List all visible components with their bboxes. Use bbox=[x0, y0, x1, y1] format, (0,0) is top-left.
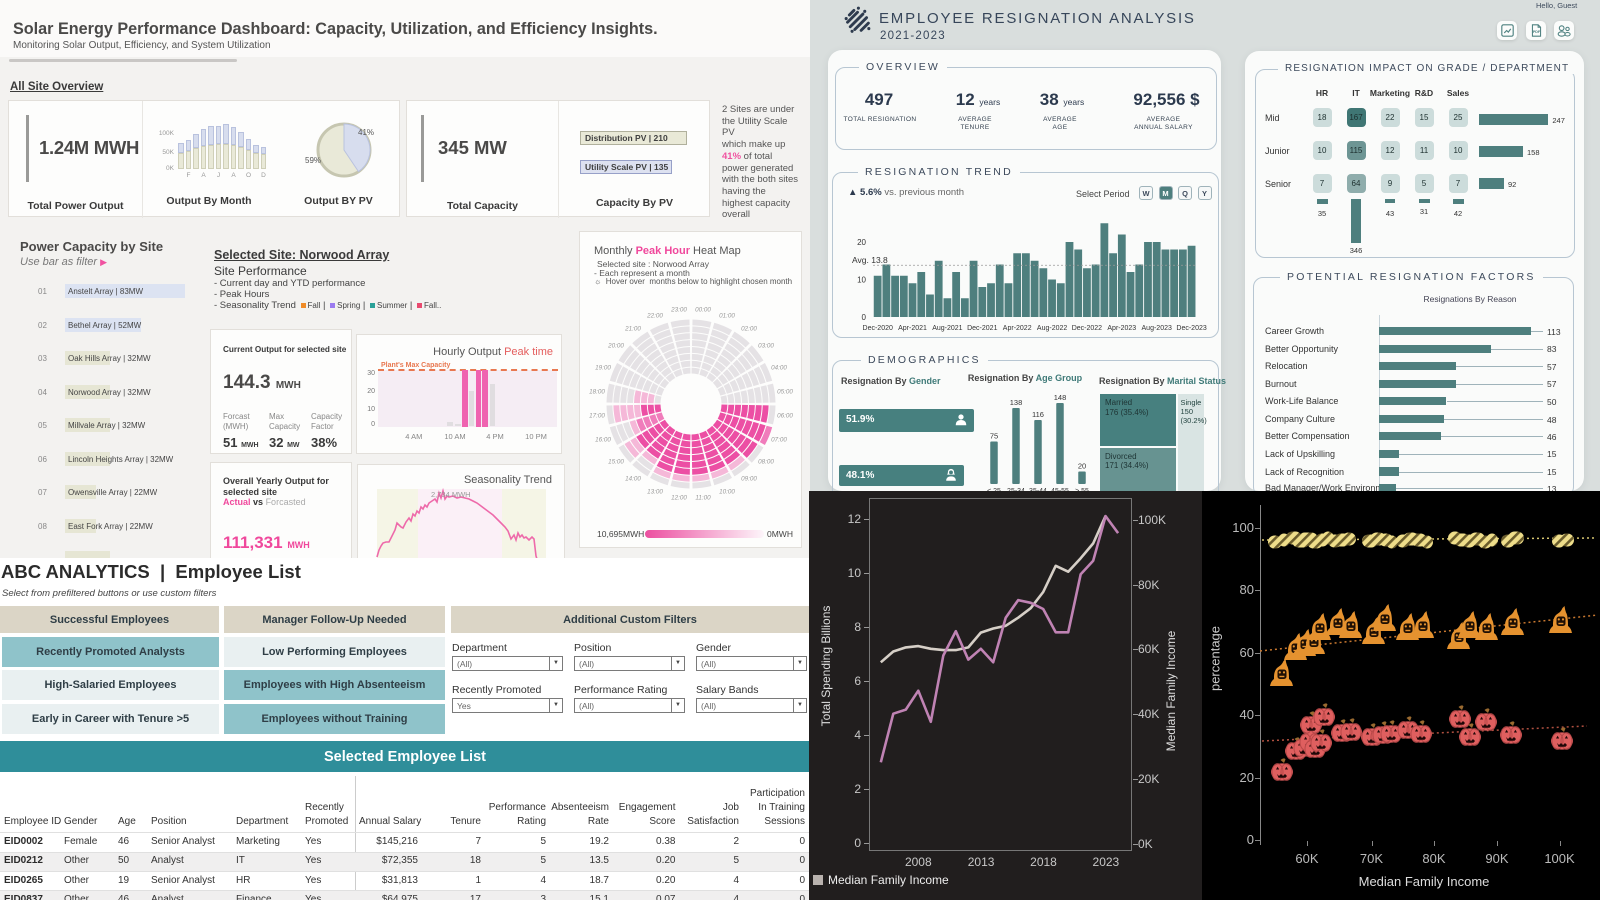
svg-text:Apr-2022: Apr-2022 bbox=[1003, 325, 1032, 332]
svg-text:17:00: 17:00 bbox=[589, 413, 605, 420]
svg-text:00:00: 00:00 bbox=[695, 307, 711, 314]
svg-text:138: 138 bbox=[1010, 398, 1023, 407]
svg-text:> 55: > 55 bbox=[1075, 488, 1089, 491]
svg-text:18:00: 18:00 bbox=[589, 389, 605, 396]
svg-text:08:00: 08:00 bbox=[758, 459, 774, 466]
svg-text:Apr-2021: Apr-2021 bbox=[898, 325, 927, 332]
svg-text:22:00: 22:00 bbox=[646, 313, 663, 320]
svg-text:< 25: < 25 bbox=[987, 488, 1001, 491]
svg-text:01:00: 01:00 bbox=[719, 313, 735, 320]
svg-text:04:00: 04:00 bbox=[771, 365, 787, 372]
svg-text:Aug-2022: Aug-2022 bbox=[1037, 325, 1067, 332]
svg-text:45-55: 45-55 bbox=[1051, 488, 1069, 491]
svg-text:13:00: 13:00 bbox=[647, 489, 663, 496]
svg-text:Avg. 13.8: Avg. 13.8 bbox=[852, 255, 888, 265]
svg-text:19:00: 19:00 bbox=[595, 365, 611, 372]
svg-text:14:00: 14:00 bbox=[625, 476, 641, 483]
svg-text:03:00: 03:00 bbox=[758, 343, 774, 350]
svg-text:23:00: 23:00 bbox=[670, 307, 687, 314]
svg-text:0: 0 bbox=[862, 313, 867, 322]
svg-text:PDF: PDF bbox=[1532, 30, 1540, 34]
svg-text:Dec-2021: Dec-2021 bbox=[967, 325, 997, 332]
svg-text:Apr-2023: Apr-2023 bbox=[1107, 325, 1136, 332]
svg-text:Dec-2020: Dec-2020 bbox=[863, 325, 893, 332]
svg-text:20: 20 bbox=[1078, 462, 1086, 471]
svg-text:20:00: 20:00 bbox=[607, 343, 624, 350]
svg-text:10:00: 10:00 bbox=[719, 489, 735, 496]
svg-text:35-44: 35-44 bbox=[1029, 488, 1047, 491]
svg-text:148: 148 bbox=[1054, 393, 1067, 402]
svg-text:12:00: 12:00 bbox=[671, 495, 687, 502]
svg-text:Dec-2022: Dec-2022 bbox=[1072, 325, 1102, 332]
svg-text:07:00: 07:00 bbox=[771, 437, 787, 444]
svg-text:21:00: 21:00 bbox=[624, 326, 641, 333]
svg-text:10: 10 bbox=[857, 276, 866, 285]
svg-text:11:00: 11:00 bbox=[695, 495, 711, 502]
svg-text:15:00: 15:00 bbox=[608, 459, 624, 466]
svg-text:Dec-2023: Dec-2023 bbox=[1176, 325, 1206, 332]
svg-text:05:00: 05:00 bbox=[777, 389, 793, 396]
svg-text:06:00: 06:00 bbox=[777, 413, 793, 420]
svg-text:25-34: 25-34 bbox=[1007, 488, 1025, 491]
svg-text:Aug-2023: Aug-2023 bbox=[1142, 325, 1172, 332]
svg-text:09:00: 09:00 bbox=[741, 476, 757, 483]
svg-text:Aug-2021: Aug-2021 bbox=[932, 325, 962, 332]
svg-text:20: 20 bbox=[857, 238, 866, 247]
svg-text:02:00: 02:00 bbox=[741, 326, 757, 333]
svg-text:16:00: 16:00 bbox=[595, 437, 611, 444]
svg-text:116: 116 bbox=[1032, 410, 1044, 419]
svg-text:75: 75 bbox=[990, 432, 998, 441]
